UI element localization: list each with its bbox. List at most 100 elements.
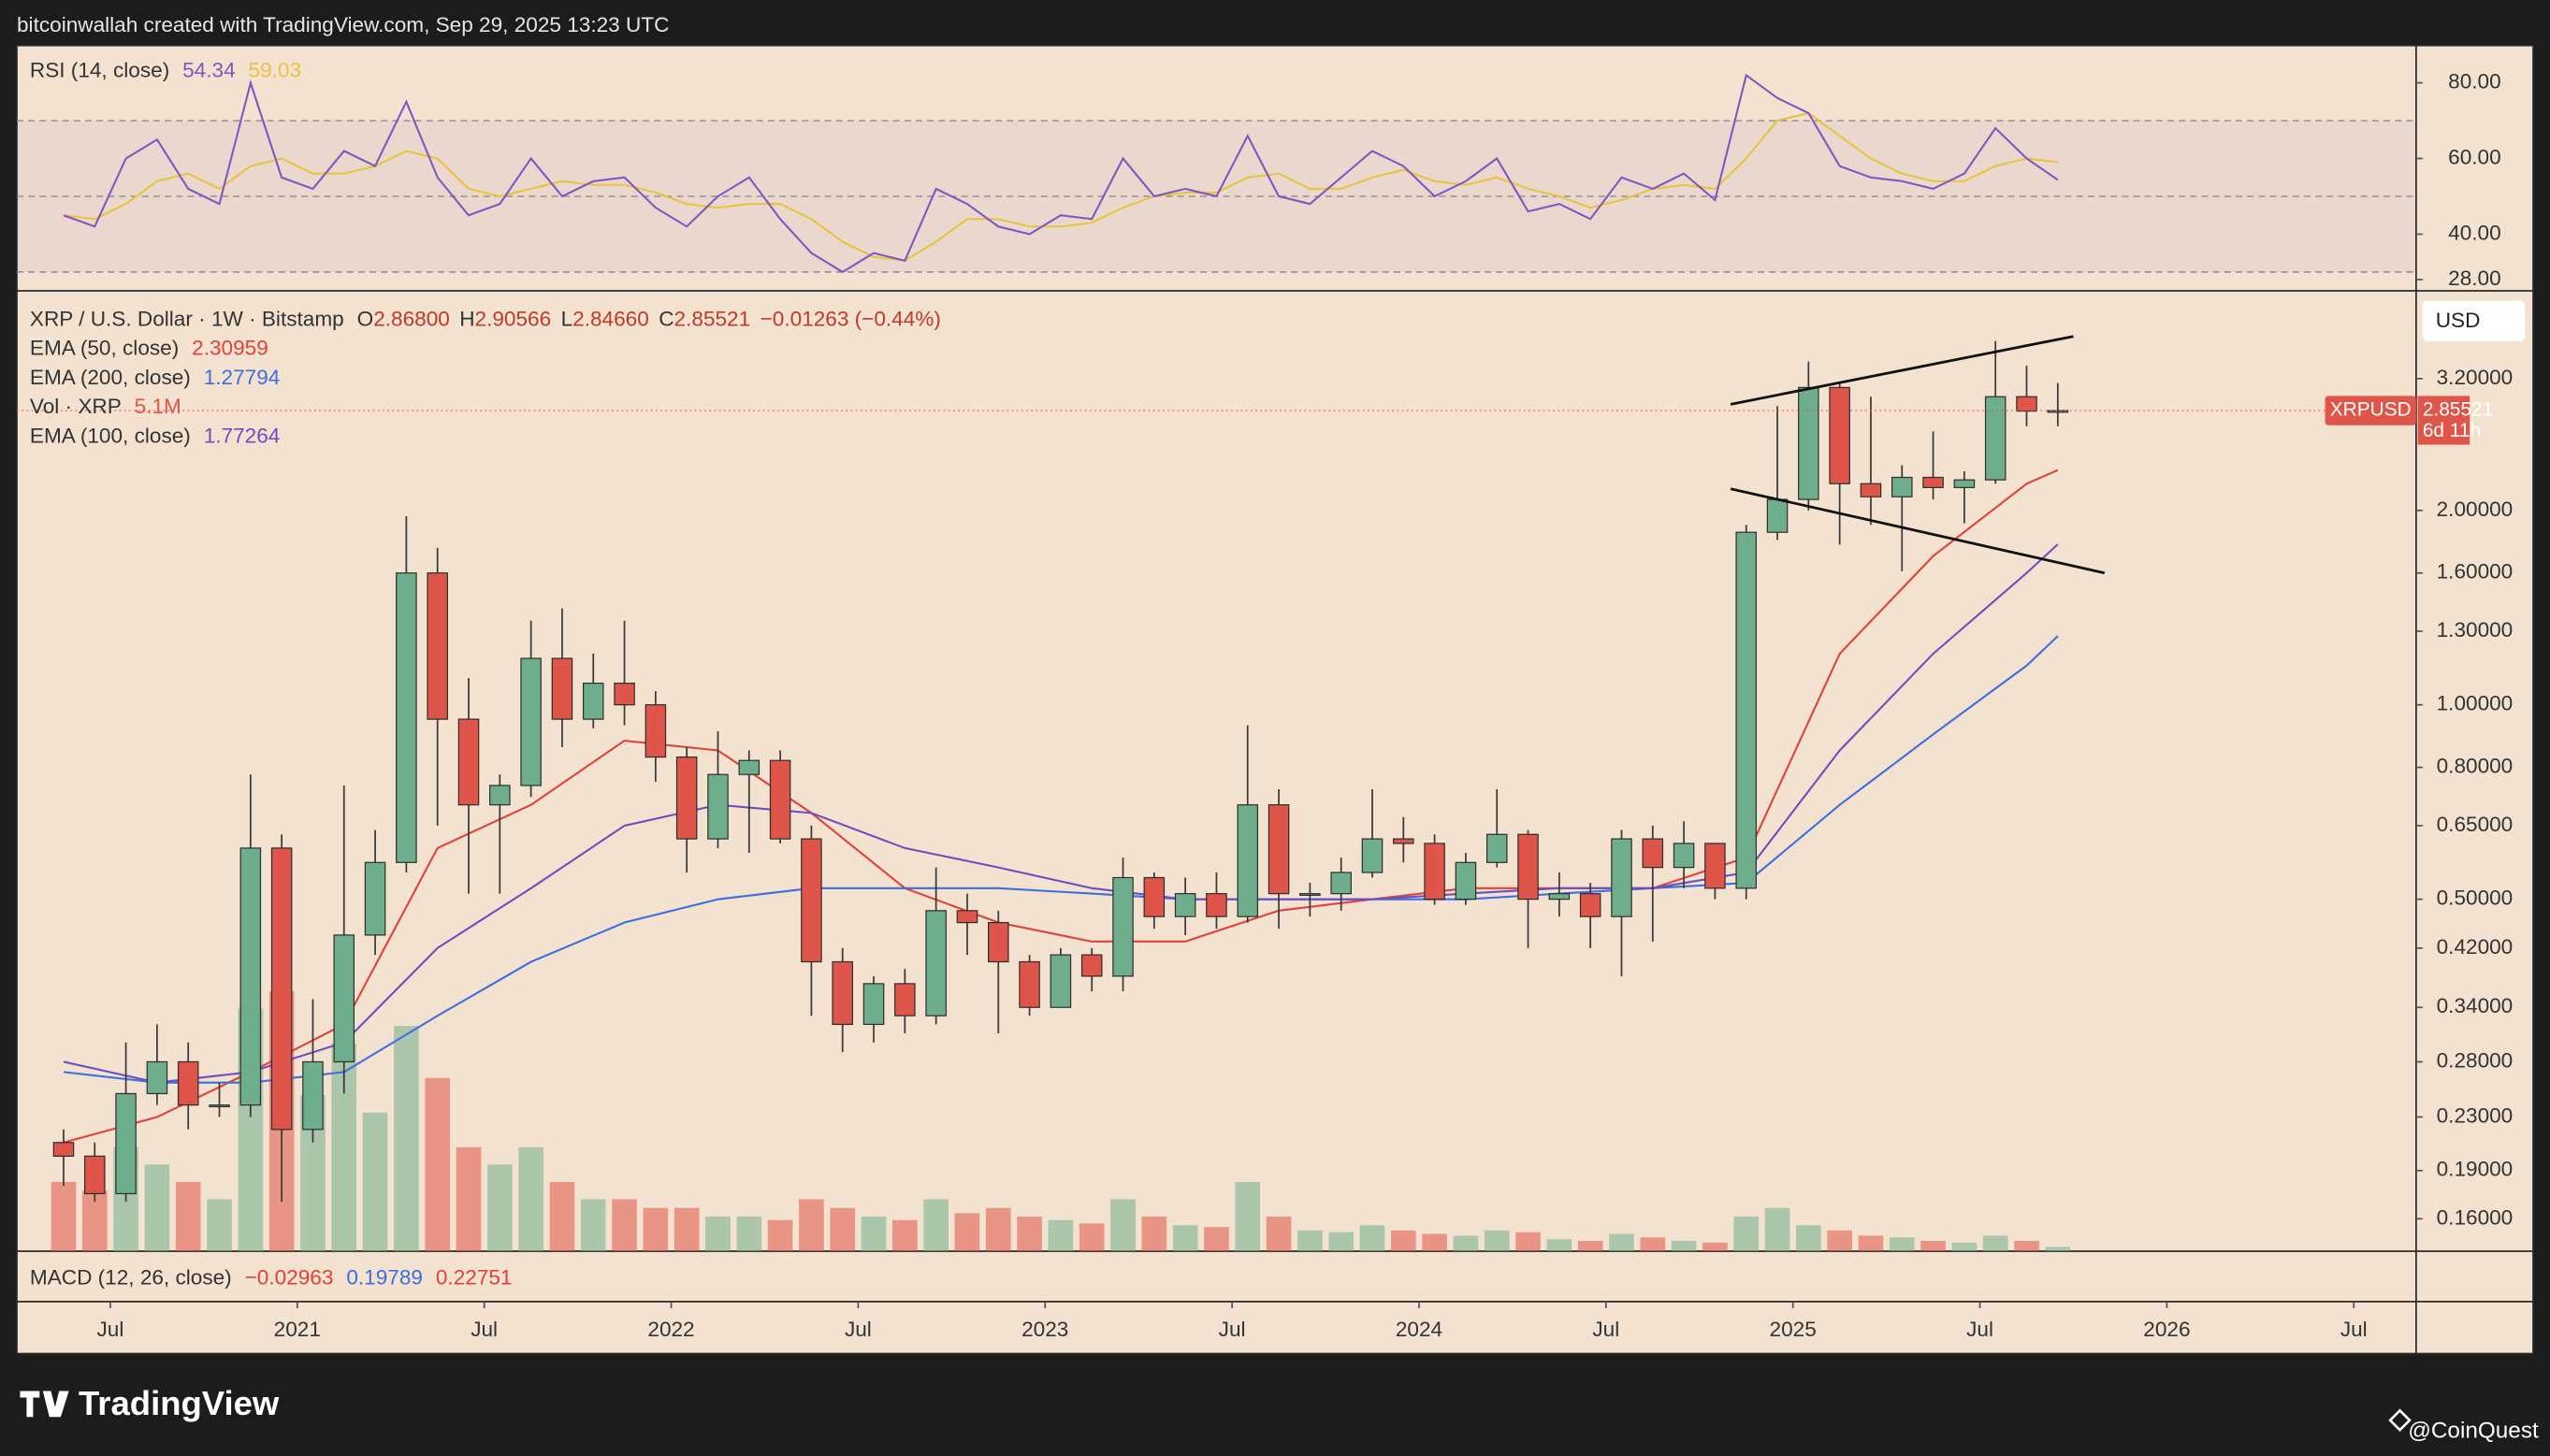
volume-bar xyxy=(674,1207,700,1252)
volume-bar xyxy=(1577,1240,1603,1252)
candle-body xyxy=(364,861,386,936)
candle-body xyxy=(489,785,511,806)
candle-body xyxy=(1798,386,1819,500)
x-tick-label: Jul xyxy=(96,1318,123,1341)
volume-bar xyxy=(954,1213,980,1252)
candle-body xyxy=(1268,804,1290,895)
rsi-tick-label: 60.00 xyxy=(2448,145,2501,168)
quote-value: 2.86800 xyxy=(373,307,450,330)
candle-body xyxy=(209,1104,230,1108)
volume-bar xyxy=(1328,1232,1355,1252)
volume-bar xyxy=(1453,1235,1479,1252)
y-tick-label: 1.60000 xyxy=(2437,560,2514,584)
volume-bar xyxy=(1079,1223,1105,1252)
volume-bar xyxy=(1733,1216,1760,1252)
candle-body xyxy=(707,773,729,840)
candle-body xyxy=(302,1060,324,1131)
currency-button[interactable] xyxy=(2422,300,2526,341)
candle-body xyxy=(894,983,916,1016)
candle-body xyxy=(1299,893,1321,896)
x-tick-label: 2026 xyxy=(2143,1318,2190,1341)
rsi-line xyxy=(63,73,2059,274)
quote-change: −0.01263 (−0.44%) xyxy=(761,307,941,330)
x-tick-label: 2025 xyxy=(1770,1318,1817,1341)
price-value: 2.85521 xyxy=(2423,399,2493,421)
candle-body xyxy=(1642,838,1664,869)
candle-body xyxy=(1112,876,1134,977)
volume-bar xyxy=(51,1181,77,1252)
volume-bar xyxy=(580,1199,606,1252)
volume-bar xyxy=(923,1199,949,1252)
volume-bar xyxy=(1920,1240,1946,1252)
volume-bar xyxy=(207,1199,232,1252)
x-tick-label: Jul xyxy=(1966,1318,1993,1341)
candle-body xyxy=(239,847,262,1106)
candle-body xyxy=(1673,843,1695,869)
candle-body xyxy=(1611,838,1632,917)
y-tick-label: 0.50000 xyxy=(2437,887,2514,910)
y-tick-label: 1.30000 xyxy=(2437,618,2514,642)
price-box xyxy=(2417,396,2470,445)
candle-body xyxy=(333,934,355,1063)
candle-body xyxy=(1050,954,1072,1008)
quote-value: 2.84660 xyxy=(572,307,649,330)
price-countdown: 6d 11h xyxy=(2423,420,2481,441)
volume-bar xyxy=(425,1077,451,1252)
volume-bar xyxy=(1235,1181,1261,1252)
volume-bar xyxy=(1422,1233,1447,1252)
credit: bitcoinwallah created with TradingView.c… xyxy=(17,13,669,36)
volume-bar xyxy=(175,1181,201,1252)
volume-bar xyxy=(1858,1235,1884,1252)
volume-bar xyxy=(1110,1199,1136,1252)
ema-value: 1.77264 xyxy=(204,424,281,447)
rsi-tick-label: 80.00 xyxy=(2448,70,2501,94)
quote-key: L xyxy=(561,307,573,330)
volume-bar xyxy=(394,1026,419,1252)
candle-body xyxy=(645,704,667,758)
candle-body xyxy=(956,910,978,924)
ema-line xyxy=(63,635,2059,1084)
volume-bar xyxy=(799,1199,824,1252)
logo-icon xyxy=(20,1391,69,1418)
volume-bar xyxy=(1796,1225,1821,1252)
candle-body xyxy=(769,759,791,840)
candle-body xyxy=(520,657,542,786)
volume-bar xyxy=(486,1164,513,1252)
currency-label: USD xyxy=(2436,309,2481,332)
rsi-value: 54.34 xyxy=(182,58,236,81)
candle-body xyxy=(457,718,480,806)
candle-body xyxy=(1735,531,1757,889)
volume-bar xyxy=(2045,1247,2071,1252)
ema-line xyxy=(63,543,2059,1084)
y-tick-label: 0.42000 xyxy=(2437,935,2514,959)
y-tick-label: 0.28000 xyxy=(2437,1048,2514,1072)
price-symbol-box xyxy=(2325,396,2416,425)
x-tick-label: Jul xyxy=(1592,1318,1619,1341)
indicator-legend: EMA (50, close) 2.30959 xyxy=(30,337,268,360)
candle-body xyxy=(738,759,761,775)
candle-body xyxy=(1080,954,1103,977)
volume-bar xyxy=(1484,1230,1510,1252)
volume-value: 5.1M xyxy=(135,395,181,418)
candle-body xyxy=(1237,804,1259,917)
volume-bar xyxy=(1609,1233,1634,1252)
volume-bar xyxy=(643,1207,669,1252)
candle-body xyxy=(551,657,573,720)
quote-key: H xyxy=(459,307,474,330)
rsi-tick-label: 40.00 xyxy=(2448,221,2501,244)
candle-body xyxy=(1424,843,1445,901)
volume-bar xyxy=(144,1164,170,1252)
volume-bar xyxy=(549,1181,575,1252)
candle-body xyxy=(1143,876,1166,917)
volume-bar xyxy=(2014,1240,2039,1252)
volume-bar xyxy=(612,1199,637,1252)
volume-bar xyxy=(1982,1235,2008,1252)
rsi-tick-label: 28.00 xyxy=(2448,267,2501,290)
quote-value: 2.85521 xyxy=(674,307,751,330)
x-tick-label: 2023 xyxy=(1021,1318,1068,1341)
candle-body xyxy=(832,960,853,1026)
candle-body xyxy=(427,572,448,720)
candle-body xyxy=(2047,410,2069,413)
y-tick-label: 3.20000 xyxy=(2437,366,2514,389)
brand-logo: TradingView xyxy=(20,1384,280,1422)
